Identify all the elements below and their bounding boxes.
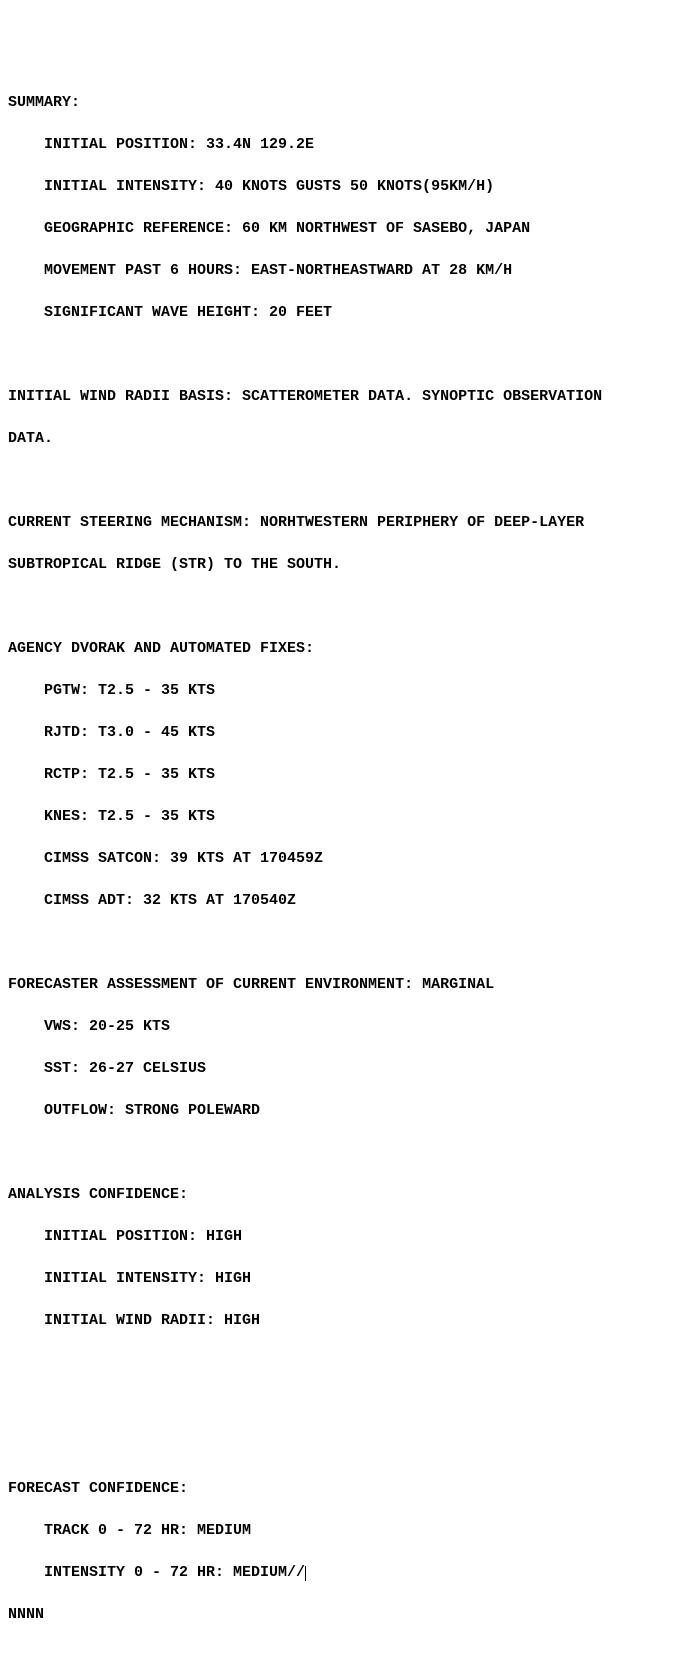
summary-geographic-reference: GEOGRAPHIC REFERENCE: 60 KM NORTHWEST OF… bbox=[8, 218, 668, 239]
analysis-confidence-wind-radii: INITIAL WIND RADII: HIGH bbox=[8, 1310, 668, 1331]
summary-movement: MOVEMENT PAST 6 HOURS: EAST-NORTHEASTWAR… bbox=[8, 260, 668, 281]
blank-line bbox=[8, 596, 668, 617]
blank-line bbox=[8, 344, 668, 365]
forecaster-vws: VWS: 20-25 KTS bbox=[8, 1016, 668, 1037]
wind-radii-basis-line2: DATA. bbox=[8, 428, 668, 449]
wind-radii-basis-line1: INITIAL WIND RADII BASIS: SCATTEROMETER … bbox=[8, 386, 668, 407]
forecaster-header: FORECASTER ASSESSMENT OF CURRENT ENVIRON… bbox=[8, 974, 668, 995]
blank-line bbox=[8, 1394, 668, 1415]
steering-line2: SUBTROPICAL RIDGE (STR) TO THE SOUTH. bbox=[8, 554, 668, 575]
analysis-confidence-intensity: INITIAL INTENSITY: HIGH bbox=[8, 1268, 668, 1289]
summary-wave-height: SIGNIFICANT WAVE HEIGHT: 20 FEET bbox=[8, 302, 668, 323]
dvorak-adt: CIMSS ADT: 32 KTS AT 170540Z bbox=[8, 890, 668, 911]
dvorak-rjtd: RJTD: T3.0 - 45 KTS bbox=[8, 722, 668, 743]
steering-line1: CURRENT STEERING MECHANISM: NORHTWESTERN… bbox=[8, 512, 668, 533]
summary-initial-intensity: INITIAL INTENSITY: 40 KNOTS GUSTS 50 KNO… bbox=[8, 176, 668, 197]
forecaster-sst: SST: 26-27 CELSIUS bbox=[8, 1058, 668, 1079]
forecast-confidence-intensity: INTENSITY 0 - 72 HR: MEDIUM// bbox=[8, 1562, 668, 1583]
dvorak-rctp: RCTP: T2.5 - 35 KTS bbox=[8, 764, 668, 785]
dvorak-satcon: CIMSS SATCON: 39 KTS AT 170459Z bbox=[8, 848, 668, 869]
analysis-confidence-position: INITIAL POSITION: HIGH bbox=[8, 1226, 668, 1247]
summary-initial-position: INITIAL POSITION: 33.4N 129.2E bbox=[8, 134, 668, 155]
blank-line bbox=[8, 470, 668, 491]
forecast-confidence-track: TRACK 0 - 72 HR: MEDIUM bbox=[8, 1520, 668, 1541]
blank-line bbox=[8, 1436, 668, 1457]
summary-header: SUMMARY: bbox=[8, 92, 668, 113]
dvorak-header: AGENCY DVORAK AND AUTOMATED FIXES: bbox=[8, 638, 668, 659]
terminator: NNNN bbox=[8, 1604, 668, 1625]
forecast-confidence-header: FORECAST CONFIDENCE: bbox=[8, 1478, 668, 1499]
blank-line bbox=[8, 1352, 668, 1373]
dvorak-pgtw: PGTW: T2.5 - 35 KTS bbox=[8, 680, 668, 701]
blank-line bbox=[8, 932, 668, 953]
analysis-confidence-header: ANALYSIS CONFIDENCE: bbox=[8, 1184, 668, 1205]
blank-line bbox=[8, 1142, 668, 1163]
dvorak-knes: KNES: T2.5 - 35 KTS bbox=[8, 806, 668, 827]
forecaster-outflow: OUTFLOW: STRONG POLEWARD bbox=[8, 1100, 668, 1121]
